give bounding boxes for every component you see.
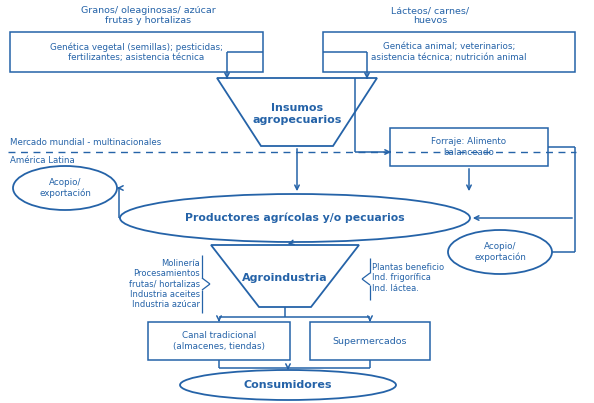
Bar <box>390 128 548 166</box>
Bar <box>10 32 263 72</box>
Text: Genética animal; veterinarios;
asistencia técnica; nutrición animal: Genética animal; veterinarios; asistenci… <box>371 42 527 62</box>
Text: Mercado mundial - multinacionales: Mercado mundial - multinacionales <box>10 138 161 147</box>
Polygon shape <box>211 245 359 307</box>
Text: Acopio/
exportación: Acopio/ exportación <box>39 178 91 198</box>
Text: Insumos
agropecuarios: Insumos agropecuarios <box>252 103 342 125</box>
Text: América Latina: América Latina <box>10 156 75 165</box>
Bar <box>323 32 575 72</box>
Text: Molinería
Procesamientos
frutas/ hortalizas
Industria aceites
Industria azúcar: Molinería Procesamientos frutas/ hortali… <box>129 259 200 309</box>
Text: Plantas beneficio
Ind. frigorífica
Ind. láctea.: Plantas beneficio Ind. frigorífica Ind. … <box>372 263 444 293</box>
Text: Canal tradicional
(almacenes, tiendas): Canal tradicional (almacenes, tiendas) <box>173 331 265 351</box>
Ellipse shape <box>448 230 552 274</box>
Text: Agroindustria: Agroindustria <box>242 273 328 283</box>
Text: Consumidores: Consumidores <box>244 380 332 390</box>
Text: Lácteos/ carnes/
huevos: Lácteos/ carnes/ huevos <box>391 6 469 25</box>
Polygon shape <box>217 78 377 146</box>
Text: Genética vegetal (semillas); pesticidas;
fertilizantes; asistencia técnica: Genética vegetal (semillas); pesticidas;… <box>50 42 223 62</box>
Text: Forraje: Alimento
balanceado: Forraje: Alimento balanceado <box>431 137 507 157</box>
Text: Acopio/
exportación: Acopio/ exportación <box>474 242 526 262</box>
Ellipse shape <box>13 166 117 210</box>
Ellipse shape <box>120 194 470 242</box>
Ellipse shape <box>180 370 396 400</box>
Text: Productores agrícolas y/o pecuarios: Productores agrícolas y/o pecuarios <box>185 213 405 223</box>
Text: Granos/ oleaginosas/ azúcar
frutas y hortalizas: Granos/ oleaginosas/ azúcar frutas y hor… <box>81 6 216 25</box>
Bar <box>148 322 290 360</box>
Bar <box>310 322 430 360</box>
Text: Supermercados: Supermercados <box>333 337 407 345</box>
